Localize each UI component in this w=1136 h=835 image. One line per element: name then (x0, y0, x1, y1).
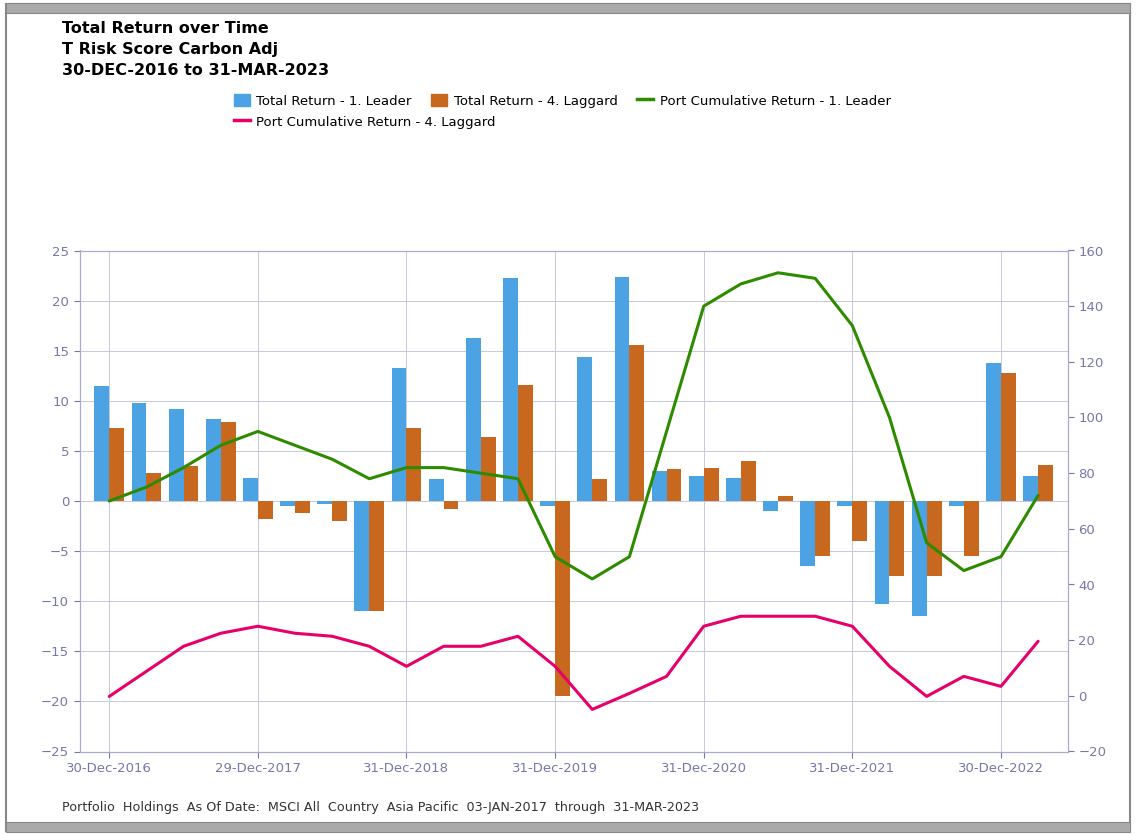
Bar (407, 428, 421, 501)
Bar (986, 362, 1001, 501)
Bar (243, 478, 258, 501)
Bar (94, 386, 109, 501)
Bar (816, 501, 830, 556)
Bar (168, 409, 184, 501)
Bar (428, 479, 444, 501)
Bar (503, 277, 518, 501)
Bar (703, 468, 719, 501)
Bar (801, 501, 816, 566)
Bar (667, 469, 682, 501)
Text: 30-DEC-2016 to 31-MAR-2023: 30-DEC-2016 to 31-MAR-2023 (62, 63, 329, 78)
Bar (741, 461, 755, 501)
Text: Portfolio  Holdings  As Of Date:  MSCI All  Country  Asia Pacific  03-JAN-2017  : Portfolio Holdings As Of Date: MSCI All … (62, 801, 700, 814)
Text: T Risk Score Carbon Adj: T Risk Score Carbon Adj (62, 42, 278, 57)
Bar (258, 501, 273, 519)
Bar (1001, 372, 1016, 501)
Bar (763, 501, 778, 511)
Bar (518, 385, 533, 501)
Bar (109, 428, 124, 501)
Bar (132, 402, 147, 501)
Bar (688, 476, 703, 501)
Bar (912, 501, 927, 616)
Legend: Port Cumulative Return - 4. Laggard: Port Cumulative Return - 4. Laggard (234, 115, 495, 129)
Bar (317, 501, 332, 504)
Bar (556, 501, 570, 696)
Bar (778, 496, 793, 501)
Bar (354, 501, 369, 611)
Bar (577, 357, 592, 501)
Legend: Total Return - 1. Leader, Total Return - 4. Laggard, Port Cumulative Return - 1.: Total Return - 1. Leader, Total Return -… (234, 94, 891, 108)
Bar (592, 479, 607, 501)
Bar (629, 345, 644, 501)
Bar (615, 276, 629, 501)
Bar (927, 501, 942, 576)
Bar (295, 501, 310, 513)
Bar (281, 501, 295, 506)
Bar (444, 501, 459, 509)
Bar (147, 473, 161, 501)
Bar (726, 478, 741, 501)
Bar (332, 501, 346, 521)
Bar (949, 501, 963, 506)
Bar (875, 501, 889, 605)
Bar (963, 501, 979, 556)
Bar (392, 367, 407, 501)
Bar (541, 501, 556, 506)
Bar (466, 337, 481, 501)
Bar (184, 466, 199, 501)
Bar (852, 501, 867, 541)
Bar (1024, 476, 1038, 501)
Bar (481, 437, 495, 501)
Bar (889, 501, 904, 576)
Bar (220, 422, 235, 501)
Bar (206, 419, 220, 501)
Bar (369, 501, 384, 611)
Bar (652, 471, 667, 501)
Bar (837, 501, 852, 506)
Text: Total Return over Time: Total Return over Time (62, 21, 269, 36)
Bar (1038, 465, 1053, 501)
